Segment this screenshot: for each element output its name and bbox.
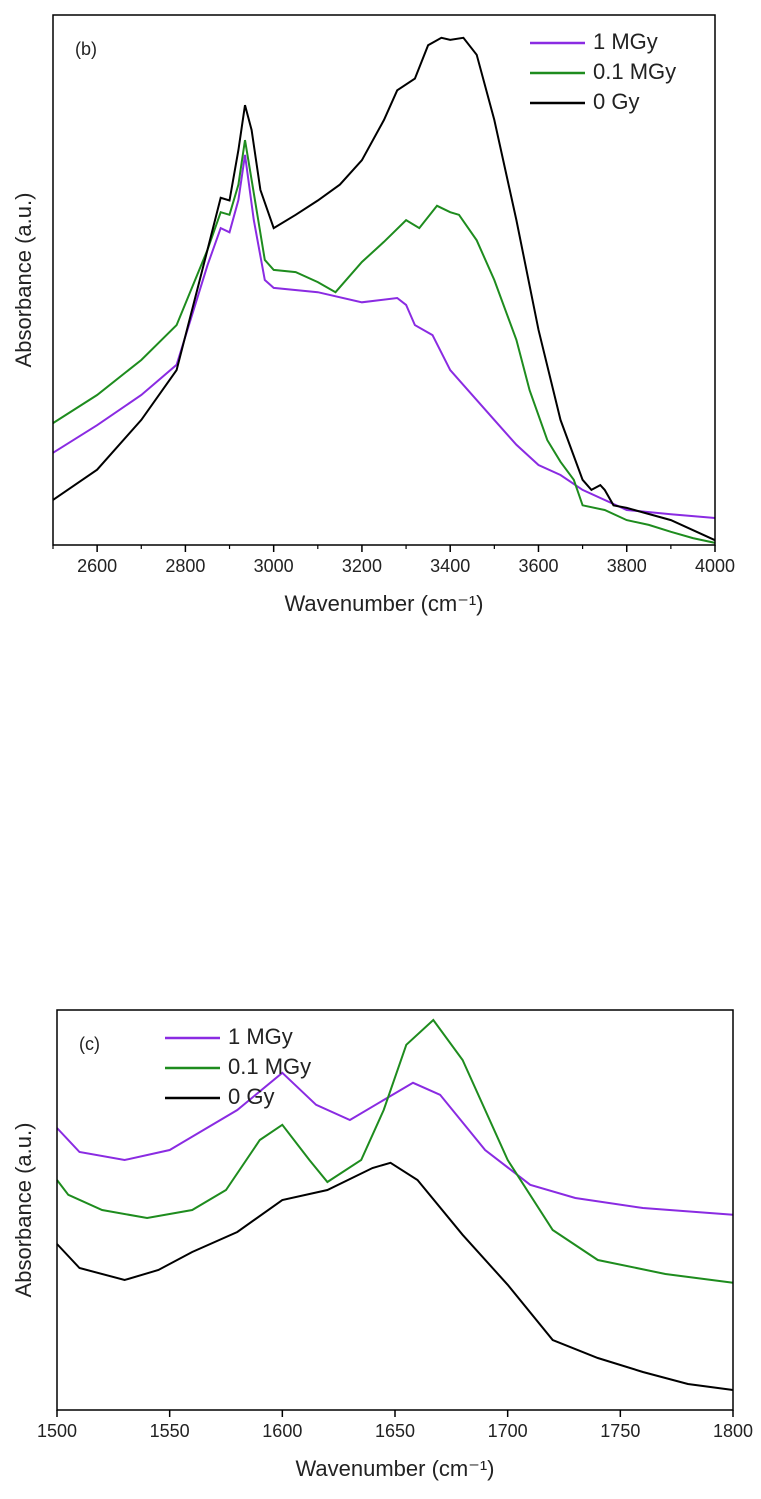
x-tick-label: 2600 <box>77 556 117 576</box>
x-tick-label: 3800 <box>607 556 647 576</box>
x-tick-label: 1650 <box>375 1421 415 1441</box>
legend-label: 0.1 MGy <box>593 59 676 84</box>
legend-label: 0 Gy <box>228 1084 274 1109</box>
x-tick-label: 3000 <box>254 556 294 576</box>
x-tick-label: 3600 <box>518 556 558 576</box>
x-axis-label: Wavenumber (cm⁻¹) <box>295 1456 494 1481</box>
y-axis-label: Absorbance (a.u.) <box>11 193 36 368</box>
line-series <box>52 154 716 519</box>
x-tick-label: 1500 <box>37 1421 77 1441</box>
x-tick-label: 1600 <box>262 1421 302 1441</box>
line-series <box>56 1018 734 1284</box>
x-axis-label: Wavenumber (cm⁻¹) <box>284 591 483 616</box>
x-tick-label: 1550 <box>150 1421 190 1441</box>
legend-label: 1 MGy <box>593 29 658 54</box>
legend-label: 0 Gy <box>593 89 639 114</box>
y-axis-label: Absorbance (a.u.) <box>11 1123 36 1298</box>
x-tick-label: 1750 <box>600 1421 640 1441</box>
line-series <box>52 139 716 544</box>
panel-label: (c) <box>79 1034 100 1054</box>
plot-frame <box>52 14 716 546</box>
x-tick-label: 2800 <box>165 556 205 576</box>
line-series <box>52 36 716 542</box>
x-tick-label: 3400 <box>430 556 470 576</box>
line-series <box>56 1161 734 1391</box>
line-series <box>56 1071 734 1216</box>
x-tick-label: 1700 <box>488 1421 528 1441</box>
plot-frame <box>56 1009 734 1411</box>
legend-label: 1 MGy <box>228 1024 293 1049</box>
x-tick-label: 3200 <box>342 556 382 576</box>
legend-label: 0.1 MGy <box>228 1054 311 1079</box>
x-tick-label: 1800 <box>713 1421 753 1441</box>
x-tick-label: 4000 <box>695 556 735 576</box>
panel-label: (b) <box>75 39 97 59</box>
